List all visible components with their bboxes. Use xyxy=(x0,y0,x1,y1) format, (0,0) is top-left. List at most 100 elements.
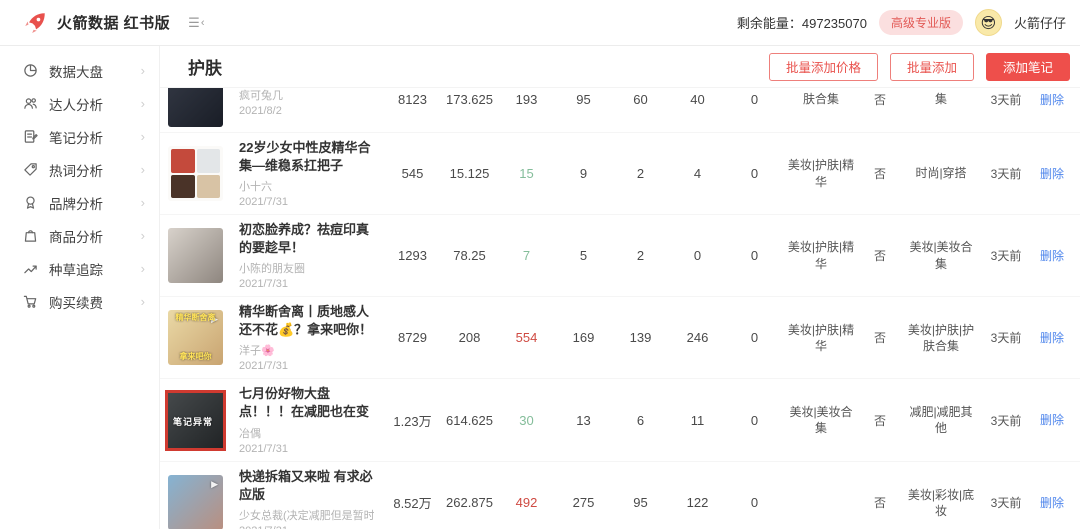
note-added-time: 3天前 xyxy=(990,496,1022,511)
note-category-b: 美妆|美妆合集 xyxy=(909,240,973,271)
plan-badge: 高级专业版 xyxy=(878,10,963,35)
note-metric-4: 5 xyxy=(579,248,588,264)
delete-link[interactable]: 删除 xyxy=(1039,495,1064,510)
chevron-right-icon: › xyxy=(140,129,145,144)
batch-add-button[interactable]: 批量添加 xyxy=(889,52,974,81)
app-title: 火箭数据 红书版 xyxy=(57,15,171,32)
note-business-flag: 否 xyxy=(873,496,886,511)
note-metric-4: 9 xyxy=(579,166,588,182)
note-metric-4: 13 xyxy=(576,412,591,428)
note-category-b: 集 xyxy=(934,92,947,107)
chevron-right-icon: › xyxy=(140,294,145,309)
note-metric-4: 169 xyxy=(572,330,595,346)
note-metric-1: 8729 xyxy=(398,330,427,346)
note-metric-2: 208 xyxy=(458,330,481,346)
note-metric-3: 554 xyxy=(515,330,538,346)
note-category-a: 美妆|护肤|精华 xyxy=(787,240,855,271)
delete-link[interactable]: 删除 xyxy=(1039,330,1064,345)
note-metric-2: 262.875 xyxy=(446,495,493,511)
chevron-right-icon: › xyxy=(140,228,145,243)
page-title: 护肤 xyxy=(188,59,222,78)
top-header: 火箭数据 红书版 ☰ ‹ 剩余能量：497235070 高级专业版 😎 火箭仔仔 xyxy=(0,0,1080,46)
note-added-time: 3天前 xyxy=(990,413,1022,428)
play-icon: ▶ xyxy=(211,479,218,490)
note-thumbnail[interactable] xyxy=(168,228,223,284)
note-business-flag: 否 xyxy=(873,93,886,107)
note-added-time: 3天前 xyxy=(990,249,1022,264)
thumbnail-sticker: 拿来吧你 xyxy=(179,352,212,362)
note-thumbnail-image xyxy=(168,88,223,127)
note-category-a: 肤合集 xyxy=(802,92,839,107)
note-author: 冶偶 xyxy=(239,428,261,441)
note-thumbnail[interactable] xyxy=(168,88,223,127)
note-title[interactable]: 快递拆箱又来啦 有求必应版 xyxy=(239,469,373,502)
note-added-time: 3天前 xyxy=(990,93,1022,107)
chevron-right-icon: › xyxy=(140,162,145,177)
medal-icon xyxy=(22,195,38,211)
note-title[interactable]: 七月份好物大盘点！！！在减肥也在变美 xyxy=(239,386,370,419)
note-category-b: 减肥|减肥其他 xyxy=(909,405,973,436)
note-metric-7: 0 xyxy=(750,166,759,182)
note-metric-1: 1293 xyxy=(398,248,427,264)
table-row: ▶ 快递拆箱又来啦 有求必应版 少女总裁(决定减肥但是暂时不想动版) 2021/… xyxy=(160,462,1080,529)
note-date: 2021/7/31 xyxy=(239,525,374,529)
sidebar-item-influencer-analysis[interactable]: 达人分析 › xyxy=(0,87,159,120)
thumbnail-sticker: 精华断舍离 xyxy=(175,313,216,323)
note-thumbnail[interactable]: 笔记异常 xyxy=(165,389,226,451)
sidebar-item-hot-words[interactable]: 热词分析 › xyxy=(0,153,159,186)
sidebar-item-purchase-renewal[interactable]: 购买续费 › xyxy=(0,285,159,318)
batch-add-price-button[interactable]: 批量添加价格 xyxy=(768,52,878,81)
play-icon: ▶ xyxy=(211,314,218,325)
main-content: 护肤 批量添加价格 批量添加 添加笔记 疯可兔几 2021/8/2 8123 1… xyxy=(160,46,1080,529)
note-added-time: 3天前 xyxy=(990,331,1022,346)
note-metric-6: 11 xyxy=(690,412,705,428)
note-date: 2021/7/31 xyxy=(239,196,288,209)
sidebar-item-product-analysis[interactable]: 商品分析 › xyxy=(0,219,159,252)
dashboard-icon xyxy=(22,63,38,79)
table-row: 初恋脸养成？祛痘印真的要趁早！ 小陈的朋友圈 2021/7/31 1293 78… xyxy=(160,215,1080,298)
note-thumbnail[interactable] xyxy=(168,146,223,202)
note-date: 2021/7/31 xyxy=(239,443,288,456)
note-metric-7: 0 xyxy=(750,495,759,511)
note-metric-5: 95 xyxy=(633,495,648,511)
username[interactable]: 火箭仔仔 xyxy=(1013,16,1066,31)
avatar[interactable]: 😎 xyxy=(974,9,1002,36)
sidebar-item-brand-analysis[interactable]: 品牌分析 › xyxy=(0,186,159,219)
sidebar: 数据大盘 › 达人分析 › 笔记分析 › 热词分析 › 品牌分析 › 商品分析 … xyxy=(0,46,160,529)
note-metric-3: 15 xyxy=(519,166,534,182)
note-author: 洋子🌸 xyxy=(239,345,275,358)
note-metric-5: 6 xyxy=(636,412,645,428)
sidebar-item-seeding-tracking[interactable]: 种草追踪 › xyxy=(0,252,159,285)
note-author: 疯可兔几 xyxy=(239,89,283,102)
sidebar-item-dashboard[interactable]: 数据大盘 › xyxy=(0,54,159,87)
trend-icon xyxy=(22,261,38,277)
collapse-menu-icon[interactable]: ☰ ‹ xyxy=(188,14,205,30)
note-title[interactable]: 精华断舍离丨质地感人还不花💰？拿来吧你！ xyxy=(239,304,373,337)
delete-link[interactable]: 删除 xyxy=(1039,413,1064,428)
note-thumbnail[interactable]: ▶ xyxy=(168,475,223,529)
delete-link[interactable]: 删除 xyxy=(1039,92,1064,107)
chevron-right-icon: › xyxy=(140,96,145,111)
note-metric-5: 60 xyxy=(633,92,648,107)
note-metric-3: 7 xyxy=(522,248,531,264)
note-category-b: 美妆|护肤|护肤合集 xyxy=(907,322,975,353)
note-metric-5: 2 xyxy=(636,248,645,264)
sidebar-item-note-analysis[interactable]: 笔记分析 › xyxy=(0,120,159,153)
chevron-right-icon: › xyxy=(140,63,145,78)
toolbar: 护肤 批量添加价格 批量添加 添加笔记 xyxy=(160,46,1080,88)
note-metric-6: 40 xyxy=(690,92,705,107)
note-metric-2: 15.125 xyxy=(449,166,490,182)
rocket-logo-icon xyxy=(25,12,45,33)
delete-link[interactable]: 删除 xyxy=(1039,166,1064,181)
note-metric-6: 122 xyxy=(686,495,709,511)
delete-link[interactable]: 删除 xyxy=(1039,248,1064,263)
table-row: 22岁少女中性皮精华合集—维稳系扛把子 小十六 2021/7/31 545 15… xyxy=(160,133,1080,216)
note-category-b: 时尚|穿搭 xyxy=(915,166,967,181)
note-title[interactable]: 22岁少女中性皮精华合集—维稳系扛把子 xyxy=(239,140,371,173)
note-icon xyxy=(22,129,38,145)
note-thumbnail[interactable]: ▶ 精华断舍离拿来吧你 xyxy=(168,310,223,366)
note-thumbnail-image xyxy=(168,475,223,529)
note-metric-1: 545 xyxy=(401,166,424,182)
add-note-button[interactable]: 添加笔记 xyxy=(985,52,1070,81)
note-title[interactable]: 初恋脸养成？祛痘印真的要趁早！ xyxy=(239,222,370,255)
